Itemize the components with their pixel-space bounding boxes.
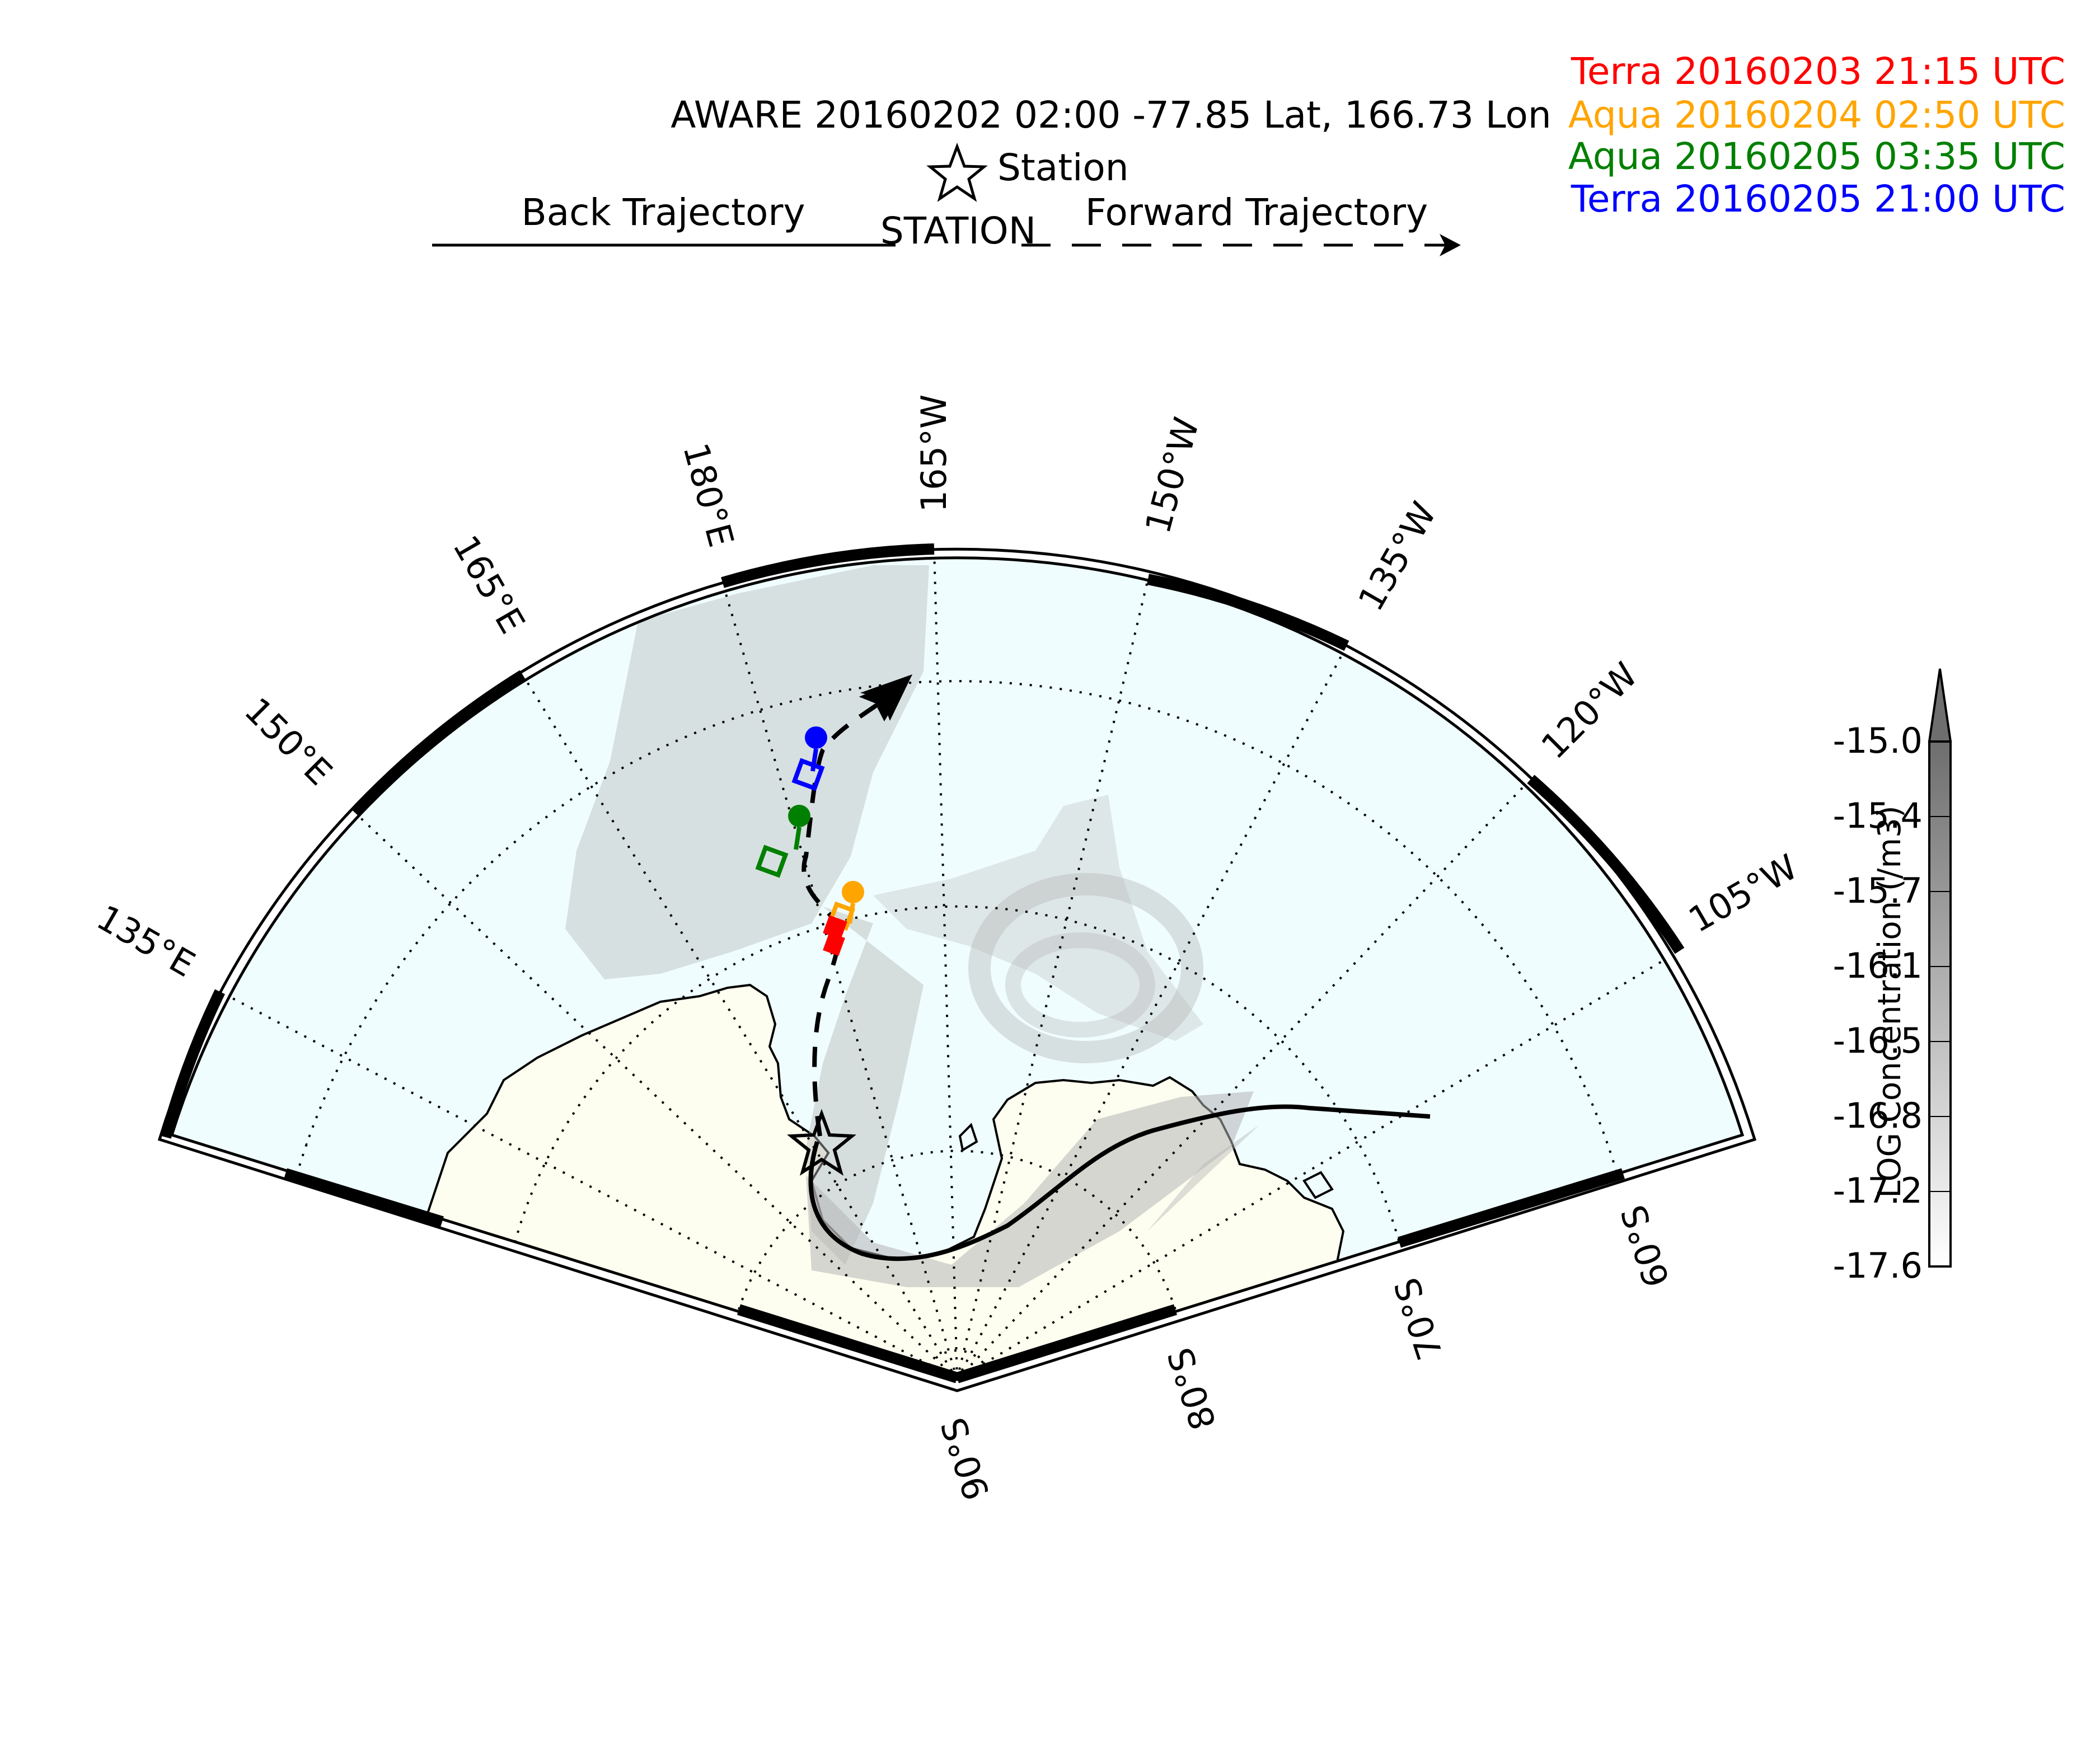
lon-label-105W: 105°W xyxy=(1682,846,1804,941)
overpass-marker-terra-0205-box xyxy=(791,758,825,791)
overpass-aqua-0204: Aqua 20160204 02:50 UTC xyxy=(1568,93,2065,137)
station-star-icon xyxy=(786,1109,857,1176)
colorbar-tick-label: -17.6 xyxy=(1833,1245,1923,1286)
colorbar-label: LOG Concentration (/m3) xyxy=(1872,805,1908,1198)
graticule-parallels xyxy=(296,680,1619,1367)
overpass-marker-terra-0203-box xyxy=(823,932,845,956)
overpass-marker-aqua-0205-stem xyxy=(794,827,801,850)
colorbar-scale xyxy=(1928,740,1952,1268)
station-star-icon xyxy=(926,142,988,202)
lon-label-120W: 120°W xyxy=(1534,655,1646,767)
concentration-plume xyxy=(565,565,1259,1287)
back-trajectory-label: Back Trajectory xyxy=(521,191,805,234)
forward-trajectory-path xyxy=(801,697,886,1137)
lat-label-60S: 60°S xyxy=(1613,1200,1678,1292)
colorbar: -15.0 -15.4 -15.7 -16.1 -16.5 -16.8 -17.… xyxy=(1833,668,1952,1286)
map-frame xyxy=(170,556,1745,1381)
colorbar-extend-arrow-icon xyxy=(1928,668,1952,743)
lon-label-135E: 135°E xyxy=(90,897,202,985)
island-outline xyxy=(1302,1171,1334,1199)
lon-label-150W: 150°W xyxy=(1137,413,1207,537)
lon-label-150E: 150°E xyxy=(237,689,340,793)
station-center-label: STATION xyxy=(880,209,1036,252)
lon-label-165W: 165°W xyxy=(913,395,954,513)
lon-label-180E: 180°E xyxy=(675,439,742,551)
overpass-aqua-0205: Aqua 20160205 03:35 UTC xyxy=(1568,135,2065,178)
lon-label-135W: 135°W xyxy=(1350,495,1445,618)
colorbar-tick-label: -15.7 xyxy=(1833,870,1923,911)
colorbar-tick-label: -16.5 xyxy=(1833,1020,1923,1061)
colorbar-tick-label: -15.4 xyxy=(1833,795,1923,836)
overpass-legend: Terra 20160203 21:15 UTC Aqua 20160204 0… xyxy=(1568,50,2065,220)
colorbar-steps xyxy=(1929,741,1951,1192)
overpass-terra-0205: Terra 20160205 21:00 UTC xyxy=(1571,177,2065,220)
map-panel: 135°E 150°E 165°E 180°E 165°W 150°W 135°… xyxy=(90,395,1804,1505)
colorbar-tick-label: -16.1 xyxy=(1833,945,1923,986)
station-legend-label: Station xyxy=(997,146,1129,189)
lat-label-70S: 70°S xyxy=(1386,1273,1451,1365)
forward-trajectory-arrowhead xyxy=(860,674,912,721)
colorbar-ticks: -15.0 -15.4 -15.7 -16.1 -16.5 -16.8 -17.… xyxy=(1833,720,1923,1286)
back-trajectory-path xyxy=(808,1104,1431,1261)
island-outline xyxy=(958,1123,978,1152)
figure-title: AWARE 20160202 02:00 -77.85 Lat, 166.73 … xyxy=(671,93,1551,137)
lat-label-80S: 80°S xyxy=(1160,1343,1225,1435)
forward-trajectory-label: Forward Trajectory xyxy=(1085,191,1428,234)
colorbar-tick-label: -15.0 xyxy=(1833,720,1923,761)
overpass-marker-aqua-0204-position xyxy=(842,881,864,903)
overpass-marker-terra-0205-stem xyxy=(810,748,818,772)
trajectory-legend: Back Trajectory STATION Forward Trajecto… xyxy=(432,191,1461,256)
lon-label-165E: 165°E xyxy=(445,528,533,640)
forward-arrow-icon xyxy=(1440,234,1461,256)
overpass-marker-aqua-0205-box xyxy=(755,844,789,878)
overpass-marker-aqua-0205-position xyxy=(788,805,810,827)
station-legend: Station xyxy=(926,142,1129,202)
graticule-meridians xyxy=(219,557,1681,1380)
overpass-terra-0203: Terra 20160203 21:15 UTC xyxy=(1571,50,2065,93)
overpass-marker-terra-0205-position xyxy=(805,726,827,749)
map-frame-ticks xyxy=(160,543,1685,1383)
colorbar-tick-label: -17.2 xyxy=(1833,1170,1923,1211)
lat-label-90S: 90°S xyxy=(933,1413,998,1505)
colorbar-tick-label: -16.8 xyxy=(1833,1095,1923,1136)
overpass-markers xyxy=(755,726,864,956)
